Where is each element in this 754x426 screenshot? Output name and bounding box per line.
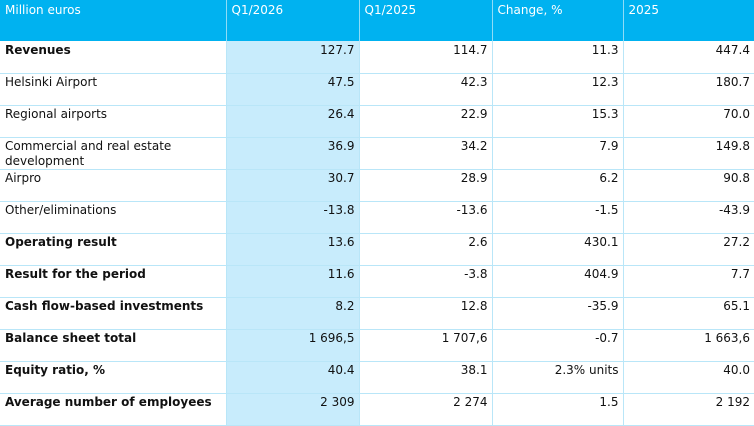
header-million-euros: Million euros bbox=[0, 0, 227, 41]
value-q1-2026: 40.4 bbox=[226, 361, 360, 394]
table-row: Helsinki Airport 47.5 42.3 12.3 180.7 bbox=[0, 73, 754, 106]
value-q1-2025: 2.6 bbox=[359, 233, 493, 266]
value-2025: 65.1 bbox=[623, 297, 754, 330]
value-change-percent: 7.9 bbox=[492, 137, 624, 170]
value-2025: 2 192 bbox=[623, 393, 754, 426]
row-label: Result for the period bbox=[0, 265, 227, 298]
value-q1-2025: -3.8 bbox=[359, 265, 493, 298]
value-2025: 40.0 bbox=[623, 361, 754, 394]
value-q1-2026: 11.6 bbox=[226, 265, 360, 298]
value-2025: 70.0 bbox=[623, 105, 754, 138]
value-2025: -43.9 bbox=[623, 201, 754, 234]
value-change-percent: 11.3 bbox=[492, 41, 624, 74]
value-q1-2025: 1 707,6 bbox=[359, 329, 493, 362]
row-label: Commercial and real estate development bbox=[0, 137, 227, 170]
value-2025: 1 663,6 bbox=[623, 329, 754, 362]
value-q1-2025: 34.2 bbox=[359, 137, 493, 170]
value-q1-2026: 30.7 bbox=[226, 169, 360, 202]
value-change-percent: 404.9 bbox=[492, 265, 624, 298]
value-q1-2025: 2 274 bbox=[359, 393, 493, 426]
value-change-percent: 15.3 bbox=[492, 105, 624, 138]
value-q1-2026: 8.2 bbox=[226, 297, 360, 330]
value-change-percent: 1.5 bbox=[492, 393, 624, 426]
value-q1-2026: 13.6 bbox=[226, 233, 360, 266]
value-change-percent: -35.9 bbox=[492, 297, 624, 330]
value-change-percent: 12.3 bbox=[492, 73, 624, 106]
value-q1-2026: -13.8 bbox=[226, 201, 360, 234]
value-q1-2026: 127.7 bbox=[226, 41, 360, 74]
row-label: Regional airports bbox=[0, 105, 227, 138]
header-2025: 2025 bbox=[623, 0, 754, 41]
row-label: Balance sheet total bbox=[0, 329, 227, 362]
header-q1-2026: Q1/2026 bbox=[226, 0, 360, 41]
table-row: Commercial and real estate development 36… bbox=[0, 137, 754, 170]
value-change-percent: -1.5 bbox=[492, 201, 624, 234]
value-q1-2025: 22.9 bbox=[359, 105, 493, 138]
table-row: Other/eliminations -13.8 -13.6 -1.5 -43.9 bbox=[0, 201, 754, 234]
value-q1-2025: 114.7 bbox=[359, 41, 493, 74]
value-q1-2025: 42.3 bbox=[359, 73, 493, 106]
row-label: Average number of employees bbox=[0, 393, 227, 426]
value-change-percent: -0.7 bbox=[492, 329, 624, 362]
row-label: Helsinki Airport bbox=[0, 73, 227, 106]
value-2025: 447.4 bbox=[623, 41, 754, 74]
value-change-percent: 430.1 bbox=[492, 233, 624, 266]
table-row: Balance sheet total 1 696,5 1 707,6 -0.7 1 6… bbox=[0, 329, 754, 362]
value-q1-2026: 2 309 bbox=[226, 393, 360, 426]
value-q1-2026: 36.9 bbox=[226, 137, 360, 170]
row-label: Airpro bbox=[0, 169, 227, 202]
table-row: Result for the period 11.6 -3.8 404.9 7.7 bbox=[0, 265, 754, 298]
value-q1-2025: 38.1 bbox=[359, 361, 493, 394]
row-label: Equity ratio, % bbox=[0, 361, 227, 394]
table-row: Equity ratio, % 40.4 38.1 2.3% units 40.0 bbox=[0, 361, 754, 394]
table-row: Cash flow-based investments 8.2 12.8 -35.9 6… bbox=[0, 297, 754, 330]
value-2025: 180.7 bbox=[623, 73, 754, 106]
value-change-percent: 6.2 bbox=[492, 169, 624, 202]
value-2025: 90.8 bbox=[623, 169, 754, 202]
row-label: Other/eliminations bbox=[0, 201, 227, 234]
row-label: Operating result bbox=[0, 233, 227, 266]
table-row: Airpro 30.7 28.9 6.2 90.8 bbox=[0, 169, 754, 202]
value-q1-2026: 26.4 bbox=[226, 105, 360, 138]
value-2025: 7.7 bbox=[623, 265, 754, 298]
value-q1-2025: -13.6 bbox=[359, 201, 493, 234]
value-2025: 149.8 bbox=[623, 137, 754, 170]
table-row: Revenues 127.7 114.7 11.3 447.4 bbox=[0, 41, 754, 74]
row-label: Cash flow-based investments bbox=[0, 297, 227, 330]
value-q1-2025: 28.9 bbox=[359, 169, 493, 202]
table-row: Regional airports 26.4 22.9 15.3 70.0 bbox=[0, 105, 754, 138]
header-row: Million euros Q1/2026 Q1/2025 Change, % … bbox=[0, 0, 754, 41]
value-q1-2026: 47.5 bbox=[226, 73, 360, 106]
value-2025: 27.2 bbox=[623, 233, 754, 266]
table-row: Operating result 13.6 2.6 430.1 27.2 bbox=[0, 233, 754, 266]
header-q1-2025: Q1/2025 bbox=[359, 0, 493, 41]
value-q1-2025: 12.8 bbox=[359, 297, 493, 330]
value-change-percent: 2.3% units bbox=[492, 361, 624, 394]
value-q1-2026: 1 696,5 bbox=[226, 329, 360, 362]
header-change-percent: Change, % bbox=[492, 0, 624, 41]
row-label: Revenues bbox=[0, 41, 227, 74]
table-row: Average number of employees 2 309 2 274 1.5… bbox=[0, 393, 754, 426]
